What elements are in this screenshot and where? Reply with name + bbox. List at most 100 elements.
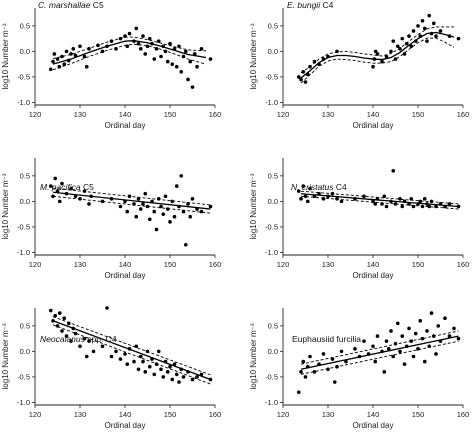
data-point	[168, 220, 172, 224]
data-point	[438, 29, 443, 33]
data-point	[179, 70, 184, 74]
data-point	[105, 306, 109, 310]
data-point	[172, 214, 177, 219]
data-point	[69, 52, 73, 56]
data-point	[371, 344, 375, 349]
data-point	[57, 311, 62, 315]
data-point	[156, 39, 161, 43]
panel-title: N. cristatus C4	[291, 182, 347, 192]
y-tick-label: -0.5	[17, 73, 30, 82]
data-point	[165, 207, 170, 211]
data-point	[208, 57, 213, 61]
data-point	[152, 209, 157, 214]
data-point	[87, 47, 91, 51]
data-point	[174, 64, 179, 69]
y-tick-label: -1.0	[17, 248, 30, 257]
x-tick-label: 150	[412, 110, 425, 119]
data-point	[161, 375, 166, 379]
data-point	[371, 64, 375, 69]
data-point	[303, 80, 308, 84]
x-axis-label: Ordinal day	[105, 271, 146, 280]
data-point	[308, 186, 312, 191]
x-tick-label: 150	[164, 410, 177, 419]
data-point	[71, 47, 76, 51]
x-axis-label: Ordinal day	[353, 121, 394, 130]
data-point	[312, 370, 317, 374]
data-point	[389, 329, 393, 333]
data-point	[48, 67, 53, 72]
ci-upper-line	[300, 26, 454, 74]
x-tick-label: 150	[412, 260, 425, 269]
data-point	[168, 41, 172, 46]
data-point	[64, 49, 69, 54]
y-axis-label: log10 Number m⁻³	[1, 323, 10, 389]
data-point	[69, 339, 73, 343]
data-point	[402, 52, 407, 56]
data-point	[391, 39, 396, 43]
data-point	[134, 344, 139, 349]
data-point	[305, 199, 310, 204]
data-point	[143, 52, 148, 56]
data-point	[183, 242, 188, 247]
data-point	[425, 329, 429, 333]
data-point	[147, 36, 152, 41]
y-tick-label: -0.5	[17, 373, 30, 382]
x-tick-label: 160	[209, 260, 222, 269]
ci-lower-line	[300, 340, 459, 375]
panel-title-stage: C4	[320, 0, 334, 10]
data-point	[51, 59, 55, 64]
data-point	[332, 380, 337, 384]
x-tick-label: 150	[412, 410, 425, 419]
data-point	[382, 194, 387, 199]
data-point	[134, 214, 139, 219]
data-point	[73, 194, 78, 199]
data-point	[125, 209, 130, 214]
x-tick-label: 130	[322, 110, 335, 119]
chart-panel: -1.0 -0.5 0.0 0.5 120 130 140 150 160 Ordinal day…	[1, 0, 221, 130]
y-tick-label: 0.0	[20, 47, 30, 56]
y-tick-label: -1.0	[17, 398, 30, 407]
data-point	[402, 362, 407, 366]
panel-title-stage: Euphausiid furcilia	[292, 334, 361, 344]
x-axis-label: Ordinal day	[105, 121, 146, 130]
data-point	[147, 364, 152, 369]
y-axis-label: log10 Number m⁻³	[249, 173, 258, 239]
data-point	[183, 49, 188, 54]
panel-title-taxon: N. cristatus	[291, 182, 334, 192]
data-point	[411, 354, 416, 359]
data-point	[434, 34, 438, 38]
fit-line	[300, 335, 459, 370]
ci-lower-line	[52, 195, 211, 214]
y-tick-label: -1.0	[265, 98, 278, 107]
data-point	[52, 52, 57, 56]
data-point	[87, 339, 91, 343]
data-point	[100, 344, 105, 349]
data-point	[60, 181, 64, 186]
y-tick-label: -0.5	[265, 223, 278, 232]
data-point	[138, 207, 143, 211]
data-point	[303, 375, 308, 379]
data-point	[82, 54, 87, 59]
x-tick-label: 120	[277, 410, 290, 419]
x-axis-label: Ordinal day	[353, 271, 394, 280]
y-tick-label: 0.5	[268, 171, 278, 180]
data-point	[154, 227, 159, 232]
x-tick-label: 160	[457, 260, 470, 269]
panel-title: Neocalanus spp. C4	[40, 334, 117, 344]
data-point	[420, 336, 425, 341]
data-point	[301, 184, 306, 188]
x-tick-label: 120	[277, 260, 290, 269]
ci-upper-line	[300, 190, 459, 205]
y-axis-label: log10 Number m⁻³	[249, 23, 258, 89]
data-point	[447, 202, 452, 206]
data-point	[138, 47, 143, 51]
data-point	[299, 370, 303, 374]
data-point	[393, 202, 398, 206]
data-point	[452, 326, 456, 331]
data-point	[339, 349, 344, 354]
data-point	[51, 194, 55, 199]
x-tick-label: 130	[322, 260, 335, 269]
data-point	[400, 36, 405, 41]
data-point	[179, 174, 184, 178]
data-point	[362, 194, 366, 199]
